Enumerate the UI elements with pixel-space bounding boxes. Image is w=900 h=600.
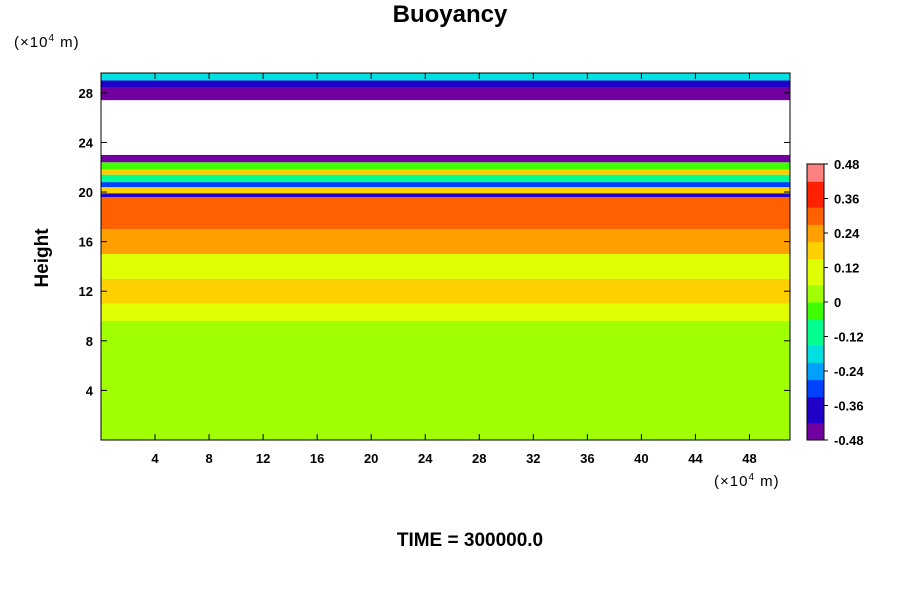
x-tick-label: 32 <box>526 451 540 466</box>
colorbar-cell <box>807 371 824 381</box>
x-tick-label: 24 <box>418 451 433 466</box>
colorbar-cell <box>807 431 824 441</box>
colorbar-cell <box>807 284 824 294</box>
chart-title: Buoyancy <box>392 1 508 28</box>
colorbar-cell <box>807 258 824 268</box>
colorbar-cell <box>807 379 824 389</box>
colorbar-cell <box>807 422 824 432</box>
y-tick-label: 24 <box>79 135 94 150</box>
colorbar-tick-label: 0 <box>834 295 841 310</box>
colorbar-cell <box>807 327 824 337</box>
colorbar-cell <box>807 319 824 329</box>
y-tick-label: 8 <box>86 334 93 349</box>
colorbar-tick-label: -0.48 <box>834 433 864 448</box>
colorbar-cell <box>807 396 824 406</box>
y-unit-label: (×104 m) <box>14 33 80 51</box>
colorbar-cell <box>807 172 824 182</box>
plot-frame <box>100 72 791 441</box>
heatmap-band-1 <box>101 303 790 321</box>
colorbar-cell <box>807 250 824 260</box>
time-label: TIME = 300000.0 <box>396 530 544 551</box>
heatmap-field <box>101 73 790 440</box>
x-tick-label: 28 <box>472 451 486 466</box>
colorbar-cell <box>807 336 824 346</box>
colorbar-cell <box>807 302 824 312</box>
colorbar-cell <box>807 345 824 355</box>
heatmap-band-6 <box>101 193 790 197</box>
colorbar-tick-label: 0.36 <box>834 192 859 207</box>
x-unit-label: (×104 m) <box>714 472 780 490</box>
x-axis: 4 8 12 16 20 24 28 32 36 40 44 48 <box>151 73 757 466</box>
x-tick-label: 8 <box>205 451 212 466</box>
heatmap-band-5 <box>101 196 790 230</box>
x-tick-label: 48 <box>742 451 756 466</box>
heatmap-band-4 <box>101 229 790 255</box>
colorbar-cell <box>807 164 824 174</box>
colorbar-cell <box>807 267 824 277</box>
colorbar-cell <box>807 224 824 234</box>
x-tick-label: 44 <box>688 451 703 466</box>
colorbar-tick-label: -0.36 <box>834 399 864 414</box>
colorbar-cell <box>807 181 824 191</box>
colorbar-cell <box>807 293 824 303</box>
heatmap-band-15 <box>101 73 790 81</box>
colorbar-cell <box>807 207 824 217</box>
x-tick-label: 16 <box>310 451 324 466</box>
colorbar-tick-label: 0.24 <box>834 226 860 241</box>
heatmap-band-10 <box>101 169 790 175</box>
x-tick-label: 12 <box>256 451 270 466</box>
y-tick-label: 12 <box>79 284 93 299</box>
y-axis: 4 8 12 16 20 24 28 <box>79 86 790 398</box>
colorbar-cell <box>807 215 824 225</box>
colorbar-cell <box>807 388 824 398</box>
colorbar-cell <box>807 362 824 372</box>
heatmap-band-12 <box>101 154 790 163</box>
heatmap-band-0 <box>101 320 790 440</box>
heatmap-band-13 <box>101 87 790 101</box>
heatmap-band-3 <box>101 254 790 279</box>
x-tick-label: 36 <box>580 451 594 466</box>
colorbar-cell <box>807 405 824 415</box>
colorbar-cell <box>807 310 824 320</box>
blank-region <box>101 100 790 155</box>
y-tick-label: 16 <box>79 235 93 250</box>
heatmap-band-2 <box>101 278 790 304</box>
colorbar-tick-label: 0.12 <box>834 261 859 276</box>
colorbar-cell <box>807 241 824 251</box>
colorbar-tick-label: 0.48 <box>834 157 859 172</box>
x-tick-label: 4 <box>151 451 159 466</box>
colorbar-cell <box>807 353 824 363</box>
heatmap-band-8 <box>101 182 790 188</box>
heatmap-band-9 <box>101 174 790 183</box>
y-tick-label: 4 <box>86 383 94 398</box>
heatmap-band-11 <box>101 162 790 170</box>
y-tick-label: 28 <box>79 86 93 101</box>
colorbar: 0.48 0.36 0.24 0.12 0 -0.12 -0.24 -0.36 -0.48 <box>806 157 864 448</box>
x-tick-label: 20 <box>364 451 378 466</box>
colorbar-cell <box>807 414 824 424</box>
colorbar-cell <box>807 189 824 199</box>
y-tick-label: 20 <box>79 185 93 200</box>
x-tick-label: 40 <box>634 451 648 466</box>
heatmap-band-7 <box>101 187 790 194</box>
colorbar-tick-label: -0.24 <box>834 364 864 379</box>
colorbar-cell <box>807 198 824 208</box>
colorbar-cell <box>807 276 824 286</box>
colorbar-cell <box>807 233 824 243</box>
heatmap-band-14 <box>101 80 790 88</box>
colorbar-tick-label: -0.12 <box>834 330 864 345</box>
